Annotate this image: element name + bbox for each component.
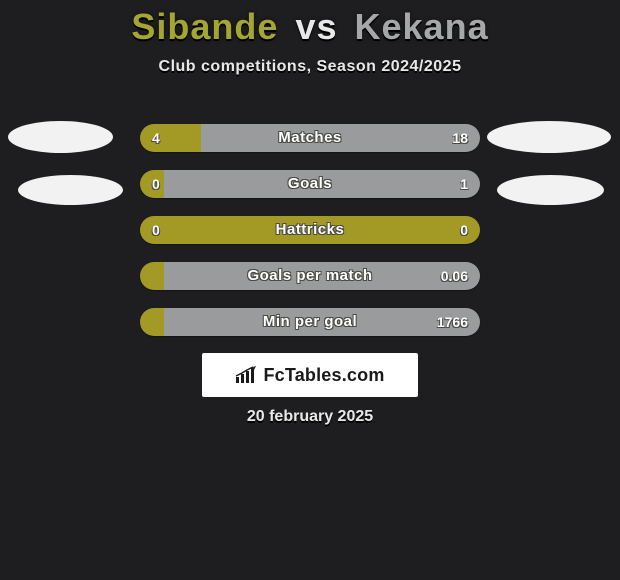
comparison-card: Sibande vs Kekana Club competitions, Sea… xyxy=(0,0,620,435)
club-logo-placeholder xyxy=(18,175,123,205)
stat-bar-left-fill xyxy=(140,216,480,244)
vs-text: vs xyxy=(295,6,337,47)
stat-bar: Matches418 xyxy=(140,124,480,152)
stat-bar: Goals01 xyxy=(140,170,480,198)
stat-bar-right-fill xyxy=(164,262,480,290)
stat-bars-container: Matches418 Goals01 Hattricks00 Goals per ma… xyxy=(140,124,480,354)
club-logo-placeholder xyxy=(8,121,113,153)
stat-bar-right-fill xyxy=(164,170,480,198)
player2-name: Kekana xyxy=(355,6,489,47)
card-subtitle: Club competitions, Season 2024/2025 xyxy=(0,58,620,76)
stat-bar-left-fill xyxy=(140,124,201,152)
stat-bar-left-fill xyxy=(140,170,164,198)
player1-name: Sibande xyxy=(131,6,278,47)
card-title: Sibande vs Kekana xyxy=(0,0,620,48)
stat-bar-left-fill xyxy=(140,308,164,336)
brand-text: FcTables.com xyxy=(263,365,384,386)
stat-bar: Min per goal1766 xyxy=(140,308,480,336)
brand-badge: FcTables.com xyxy=(202,353,418,397)
stat-bar-right-fill xyxy=(164,308,480,336)
stat-bar-left-fill xyxy=(140,262,164,290)
club-logo-placeholder xyxy=(497,175,604,205)
stat-bar-right-fill xyxy=(201,124,480,152)
club-logo-placeholder xyxy=(487,121,611,153)
card-date: 20 february 2025 xyxy=(0,408,620,426)
stat-bar: Goals per match0.06 xyxy=(140,262,480,290)
brand-chart-icon xyxy=(235,366,257,389)
stat-bar: Hattricks00 xyxy=(140,216,480,244)
